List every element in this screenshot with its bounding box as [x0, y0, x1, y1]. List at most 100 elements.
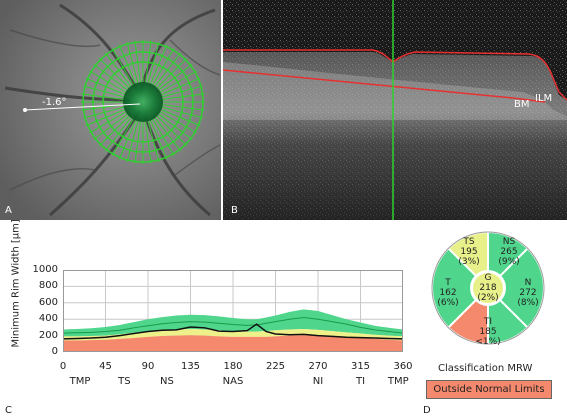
sector-name: NS — [502, 237, 516, 247]
spoke-line — [104, 52, 133, 89]
sector-pct: (8%) — [517, 298, 539, 308]
sector-pct: (6%) — [437, 298, 459, 308]
sector-label-g: G 218 (2%) — [477, 273, 498, 303]
spoke-line — [144, 40, 152, 85]
x-tick-label: 225 — [265, 361, 286, 372]
spoke-line — [160, 85, 204, 98]
spoke-line — [156, 112, 193, 141]
sector-value: 162 — [439, 288, 457, 298]
x-tick-label: 135 — [180, 361, 201, 372]
sector-label-ts: TS 195 (3%) — [458, 237, 479, 267]
spoke-line — [153, 115, 182, 152]
panel-a-label: A — [5, 205, 12, 216]
outside-limits-band — [63, 335, 403, 352]
sector-label: NAS — [222, 376, 244, 387]
bm-label: BM — [514, 99, 530, 110]
y-tick-label: 200 — [38, 329, 58, 341]
sector-label-ti: TI 185 <1%) — [475, 317, 500, 347]
x-tick-label: 180 — [223, 361, 243, 372]
spoke-line — [93, 112, 130, 141]
spoke-line — [82, 106, 126, 119]
sector-value: 265 — [500, 247, 518, 257]
normal-range-band — [63, 309, 403, 337]
sector-label-t: T 162 (6%) — [437, 278, 458, 308]
mrw-measurement-line — [63, 323, 403, 340]
spoke-line — [158, 110, 197, 134]
sector-label: TS — [118, 376, 131, 387]
spoke-line — [155, 114, 188, 147]
normal-mean-line — [63, 317, 403, 334]
mrw-chart-plot — [63, 270, 403, 352]
spoke-line — [82, 85, 126, 98]
spoke-line — [159, 77, 201, 96]
sector-pct: (3%) — [458, 257, 480, 267]
sector-pct: (2%) — [477, 293, 499, 303]
spoke-line — [159, 108, 201, 127]
spoke-line — [151, 117, 175, 156]
sector-label-n: N 272 (8%) — [517, 278, 538, 308]
spoke-line — [147, 119, 160, 163]
spoke-line — [160, 103, 205, 111]
x-tick-label: 360 — [393, 361, 413, 372]
x-tick-label: 270 — [308, 361, 328, 372]
spoke-line — [126, 41, 139, 85]
sector-name: N — [524, 278, 532, 288]
x-tick-label: 45 — [99, 361, 112, 372]
sector-label: NI — [312, 376, 324, 387]
panel-b-label: B — [231, 205, 238, 216]
y-tick-label: 400 — [38, 313, 58, 325]
panel-c-label: C — [5, 405, 12, 416]
oct-graphic — [223, 0, 567, 220]
spoke-line — [156, 63, 193, 92]
plot-frame — [63, 270, 403, 352]
pie-outline — [431, 231, 545, 345]
spoke-line — [126, 119, 139, 163]
classification-title: Classification MRW — [438, 363, 533, 374]
angle-label: -1.6° — [42, 97, 67, 108]
sector-name: T — [445, 278, 451, 288]
ilm-label: ILM — [535, 93, 553, 104]
y-tick-label: 600 — [38, 296, 58, 308]
fundus-image: -1.6° A — [0, 0, 221, 220]
spoke-line — [111, 48, 135, 87]
sector-value: 218 — [479, 283, 497, 293]
y-tick-label: 0 — [51, 346, 58, 357]
y-tick-label: 1000 — [32, 264, 58, 275]
spoke-line — [118, 118, 137, 160]
sector-name: TI — [483, 317, 493, 327]
spoke-line — [98, 114, 131, 147]
spoke-line — [144, 119, 152, 164]
sector-global — [471, 271, 505, 305]
fundus-graphic — [0, 0, 221, 220]
spoke-line — [151, 48, 175, 87]
spoke-line — [134, 40, 142, 85]
y-axis-label: Minimum Rim Width [µm] — [10, 219, 22, 348]
spoke-line — [149, 118, 168, 160]
x-tick-label: 315 — [350, 361, 371, 372]
classification-panel: TS 195 (3%) NS 265 (9%) T 162 (6%) G 218 (2%) N 272 (8… — [420, 222, 567, 418]
spoke-line — [153, 52, 182, 89]
oct-scan-image: BM ILM B — [223, 0, 567, 220]
spoke-line — [149, 44, 168, 86]
x-tick-label: 0 — [59, 361, 67, 372]
spoke-line — [89, 70, 128, 94]
spoke-line — [85, 108, 127, 127]
spoke-line — [89, 110, 128, 134]
spoke-line — [111, 117, 135, 156]
sector-pct: (9%) — [498, 257, 520, 267]
sector-label: NS — [159, 376, 174, 387]
sector-value: 272 — [519, 288, 537, 298]
classification-pie — [431, 230, 545, 346]
spoke-line — [118, 44, 137, 86]
sector-value: 195 — [460, 247, 478, 257]
sector-label: TI — [355, 376, 366, 387]
spoke-line — [147, 41, 160, 85]
sector-value: 185 — [479, 327, 497, 337]
panel-d-label: D — [423, 405, 431, 416]
spoke-line — [160, 93, 205, 101]
spoke-line — [85, 77, 127, 96]
sector-pct: <1%) — [475, 337, 501, 347]
spoke-line — [93, 63, 130, 92]
spoke-line — [104, 115, 133, 152]
sector-name: G — [484, 273, 492, 283]
